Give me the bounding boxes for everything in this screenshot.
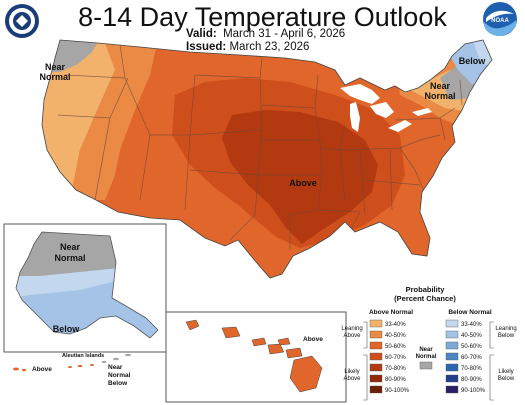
legend-below-swatch [445, 363, 459, 372]
issued-label: Issued: [186, 41, 227, 53]
label-hawaii-above: Above [303, 336, 323, 343]
label-below-ne: Below [459, 56, 487, 66]
lake-ontario [412, 108, 432, 116]
legend-above-swatch [369, 319, 383, 328]
legend-title-1: Probability [406, 285, 446, 294]
label-near-normal-nw-2: Normal [39, 72, 70, 82]
label-near-normal-ne-2: Normal [424, 91, 455, 101]
legend-above-range: 70-80% [385, 366, 406, 372]
legend-below-swatch [445, 319, 459, 328]
valid-label: Valid: [186, 28, 217, 40]
legend-below-range: 80-90% [461, 377, 482, 383]
legend-above-swatch [369, 385, 383, 394]
legend-below-swatch [445, 374, 459, 383]
lake-erie [388, 120, 412, 132]
legend: Probability (Percent Chance) Above Norma… [341, 285, 517, 401]
legend-likely-below-1: Likely [498, 369, 513, 375]
legend-above-swatch [369, 341, 383, 350]
legend-below-range: 70-80% [461, 366, 482, 372]
legend-leaning-above-2: Above [343, 333, 361, 339]
lake-superior [340, 84, 380, 104]
label-ak-near-normal-2: Normal [54, 253, 85, 263]
legend-above-header: Above Normal [369, 309, 413, 316]
legend-below-header: Below Normal [448, 309, 492, 316]
legend-below-swatch [445, 341, 459, 350]
legend-above-range: 50-60% [385, 344, 406, 350]
alaska-below-light [16, 268, 120, 298]
region-33-40-west [42, 40, 125, 200]
legend-below-bracket [489, 321, 494, 401]
legend-above-bracket [363, 321, 368, 401]
issued-date: March 23, 2026 [229, 41, 310, 53]
alaska-outline [15, 231, 159, 339]
label-ak-below: Below [53, 324, 81, 334]
legend-below-range: 40-50% [461, 333, 482, 339]
valid-line: Valid: March 31 - April 6, 2026 [186, 28, 345, 40]
legend-likely-above-2: Above [343, 376, 361, 382]
legend-likely-above-1: Likely [344, 369, 359, 375]
legend-leaning-above-1: Leaning [341, 326, 362, 332]
conus-outline [41, 39, 493, 279]
legend-below-range: 60-70% [461, 355, 482, 361]
valid-dates: March 31 - April 6, 2026 [223, 28, 346, 40]
legend-leaning-below-2: Below [498, 333, 515, 339]
legend-leaning-below-1: Leaning [495, 326, 516, 332]
legend-above-range: 60-70% [385, 355, 406, 361]
legend-above-range: 40-50% [385, 333, 406, 339]
label-above-center: Above [289, 178, 317, 188]
legend-below-swatch [445, 352, 459, 361]
noaa-cpc-seal-icon [5, 4, 39, 38]
legend-near-header-2: Normal [416, 354, 437, 360]
noaa-logo-text: NOAA [491, 18, 509, 24]
label-ak-above: Above [32, 366, 52, 373]
label-ak-near-normal-1: Near [60, 242, 81, 252]
lake-michigan [350, 102, 360, 132]
label-aleutian-nn-3: Below [108, 380, 128, 387]
aleutian-near-normal-shapes [101, 353, 131, 363]
legend-below-range: 50-60% [461, 344, 482, 350]
label-aleutian-islands: Aleutian Islands [62, 353, 104, 359]
map-title: 8-14 Day Temperature Outlook [78, 2, 447, 32]
legend-above-swatch [369, 352, 383, 361]
legend-below-range: 90-100% [461, 388, 486, 394]
legend-above-swatch [369, 374, 383, 383]
label-near-normal-ne-1: Near [430, 81, 451, 91]
region-40-50-west [70, 40, 160, 200]
legend-above-range: 90-100% [385, 388, 410, 394]
legend-below-range: 33-40% [461, 322, 482, 328]
legend-likely-below-2: Below [498, 376, 515, 382]
aleutian-islands-shapes [13, 364, 94, 372]
label-aleutian-nn-2: Normal [108, 372, 131, 379]
legend-above-swatch [369, 363, 383, 372]
legend-rows: 33-40% 33-40% 40-50% 40-50% 50-60% 50-60% 60-7… [369, 319, 486, 394]
hawaii-islands [185, 319, 323, 393]
legend-near-swatch [419, 361, 433, 370]
legend-above-swatch [369, 330, 383, 339]
label-near-normal-nw-1: Near [45, 62, 66, 72]
legend-title-2: (Percent Chance) [394, 294, 456, 303]
noaa-logo-icon: NOAA [483, 2, 517, 36]
legend-above-range: 80-90% [385, 377, 406, 383]
issued-line: Issued: March 23, 2026 [186, 41, 309, 53]
legend-below-swatch [445, 385, 459, 394]
legend-below-swatch [445, 330, 459, 339]
legend-above-range: 33-40% [385, 322, 406, 328]
legend-near-header-1: Near [419, 347, 433, 353]
label-aleutian-nn-1: Near [108, 364, 123, 371]
lake-huron [370, 102, 394, 118]
